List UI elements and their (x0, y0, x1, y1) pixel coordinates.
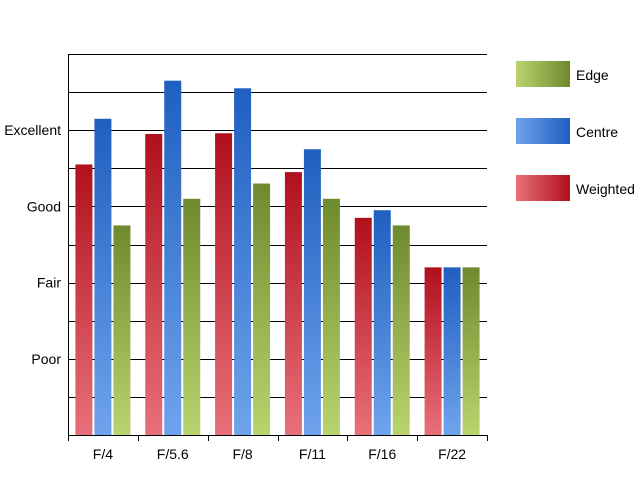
y-tick-labels: Poor Fair Good Excellent (4, 122, 61, 367)
x-tick-label: F/16 (368, 446, 396, 462)
y-tick-label: Excellent (4, 122, 61, 138)
x-tick-label: F/4 (93, 446, 113, 462)
bar-weighted-3 (284, 172, 302, 436)
x-tick-label: F/22 (438, 446, 466, 462)
legend-swatch-centre (516, 118, 570, 144)
bar-centre-1 (164, 80, 182, 436)
x-tick-label: F/5.6 (157, 446, 189, 462)
bar-centre-4 (373, 210, 391, 435)
bar-weighted-2 (215, 133, 233, 436)
bar-edge-2 (253, 183, 271, 435)
bars (75, 80, 480, 436)
bar-centre-0 (94, 118, 112, 436)
bar-edge-3 (322, 198, 340, 435)
x-tick-label: F/8 (232, 446, 252, 462)
bar-edge-4 (392, 225, 410, 435)
legend-swatch-weighted (516, 175, 570, 201)
legend: Edge Centre Weighted (516, 61, 635, 201)
bar-weighted-5 (424, 267, 442, 435)
bar-edge-1 (183, 198, 201, 435)
bar-weighted-1 (145, 134, 163, 435)
legend-label-edge: Edge (576, 67, 609, 83)
bar-centre-3 (303, 149, 321, 435)
y-tick-label: Good (27, 198, 61, 214)
bar-centre-5 (443, 267, 461, 435)
bar-centre-2 (234, 88, 252, 435)
legend-swatch-edge (516, 61, 570, 87)
legend-label-centre: Centre (576, 124, 618, 140)
y-tick-label: Poor (31, 351, 61, 367)
bar-edge-0 (113, 225, 131, 435)
y-tick-label: Fair (37, 275, 61, 291)
x-tick-labels: F/4 F/5.6 F/8 F/11 F/16 F/22 (93, 446, 467, 462)
gridlines (68, 54, 487, 398)
bar-weighted-4 (354, 217, 372, 435)
bar-edge-5 (462, 267, 480, 435)
bar-weighted-0 (75, 164, 93, 436)
x-tick-label: F/11 (299, 446, 326, 462)
legend-label-weighted: Weighted (576, 181, 635, 197)
axes (68, 54, 488, 441)
